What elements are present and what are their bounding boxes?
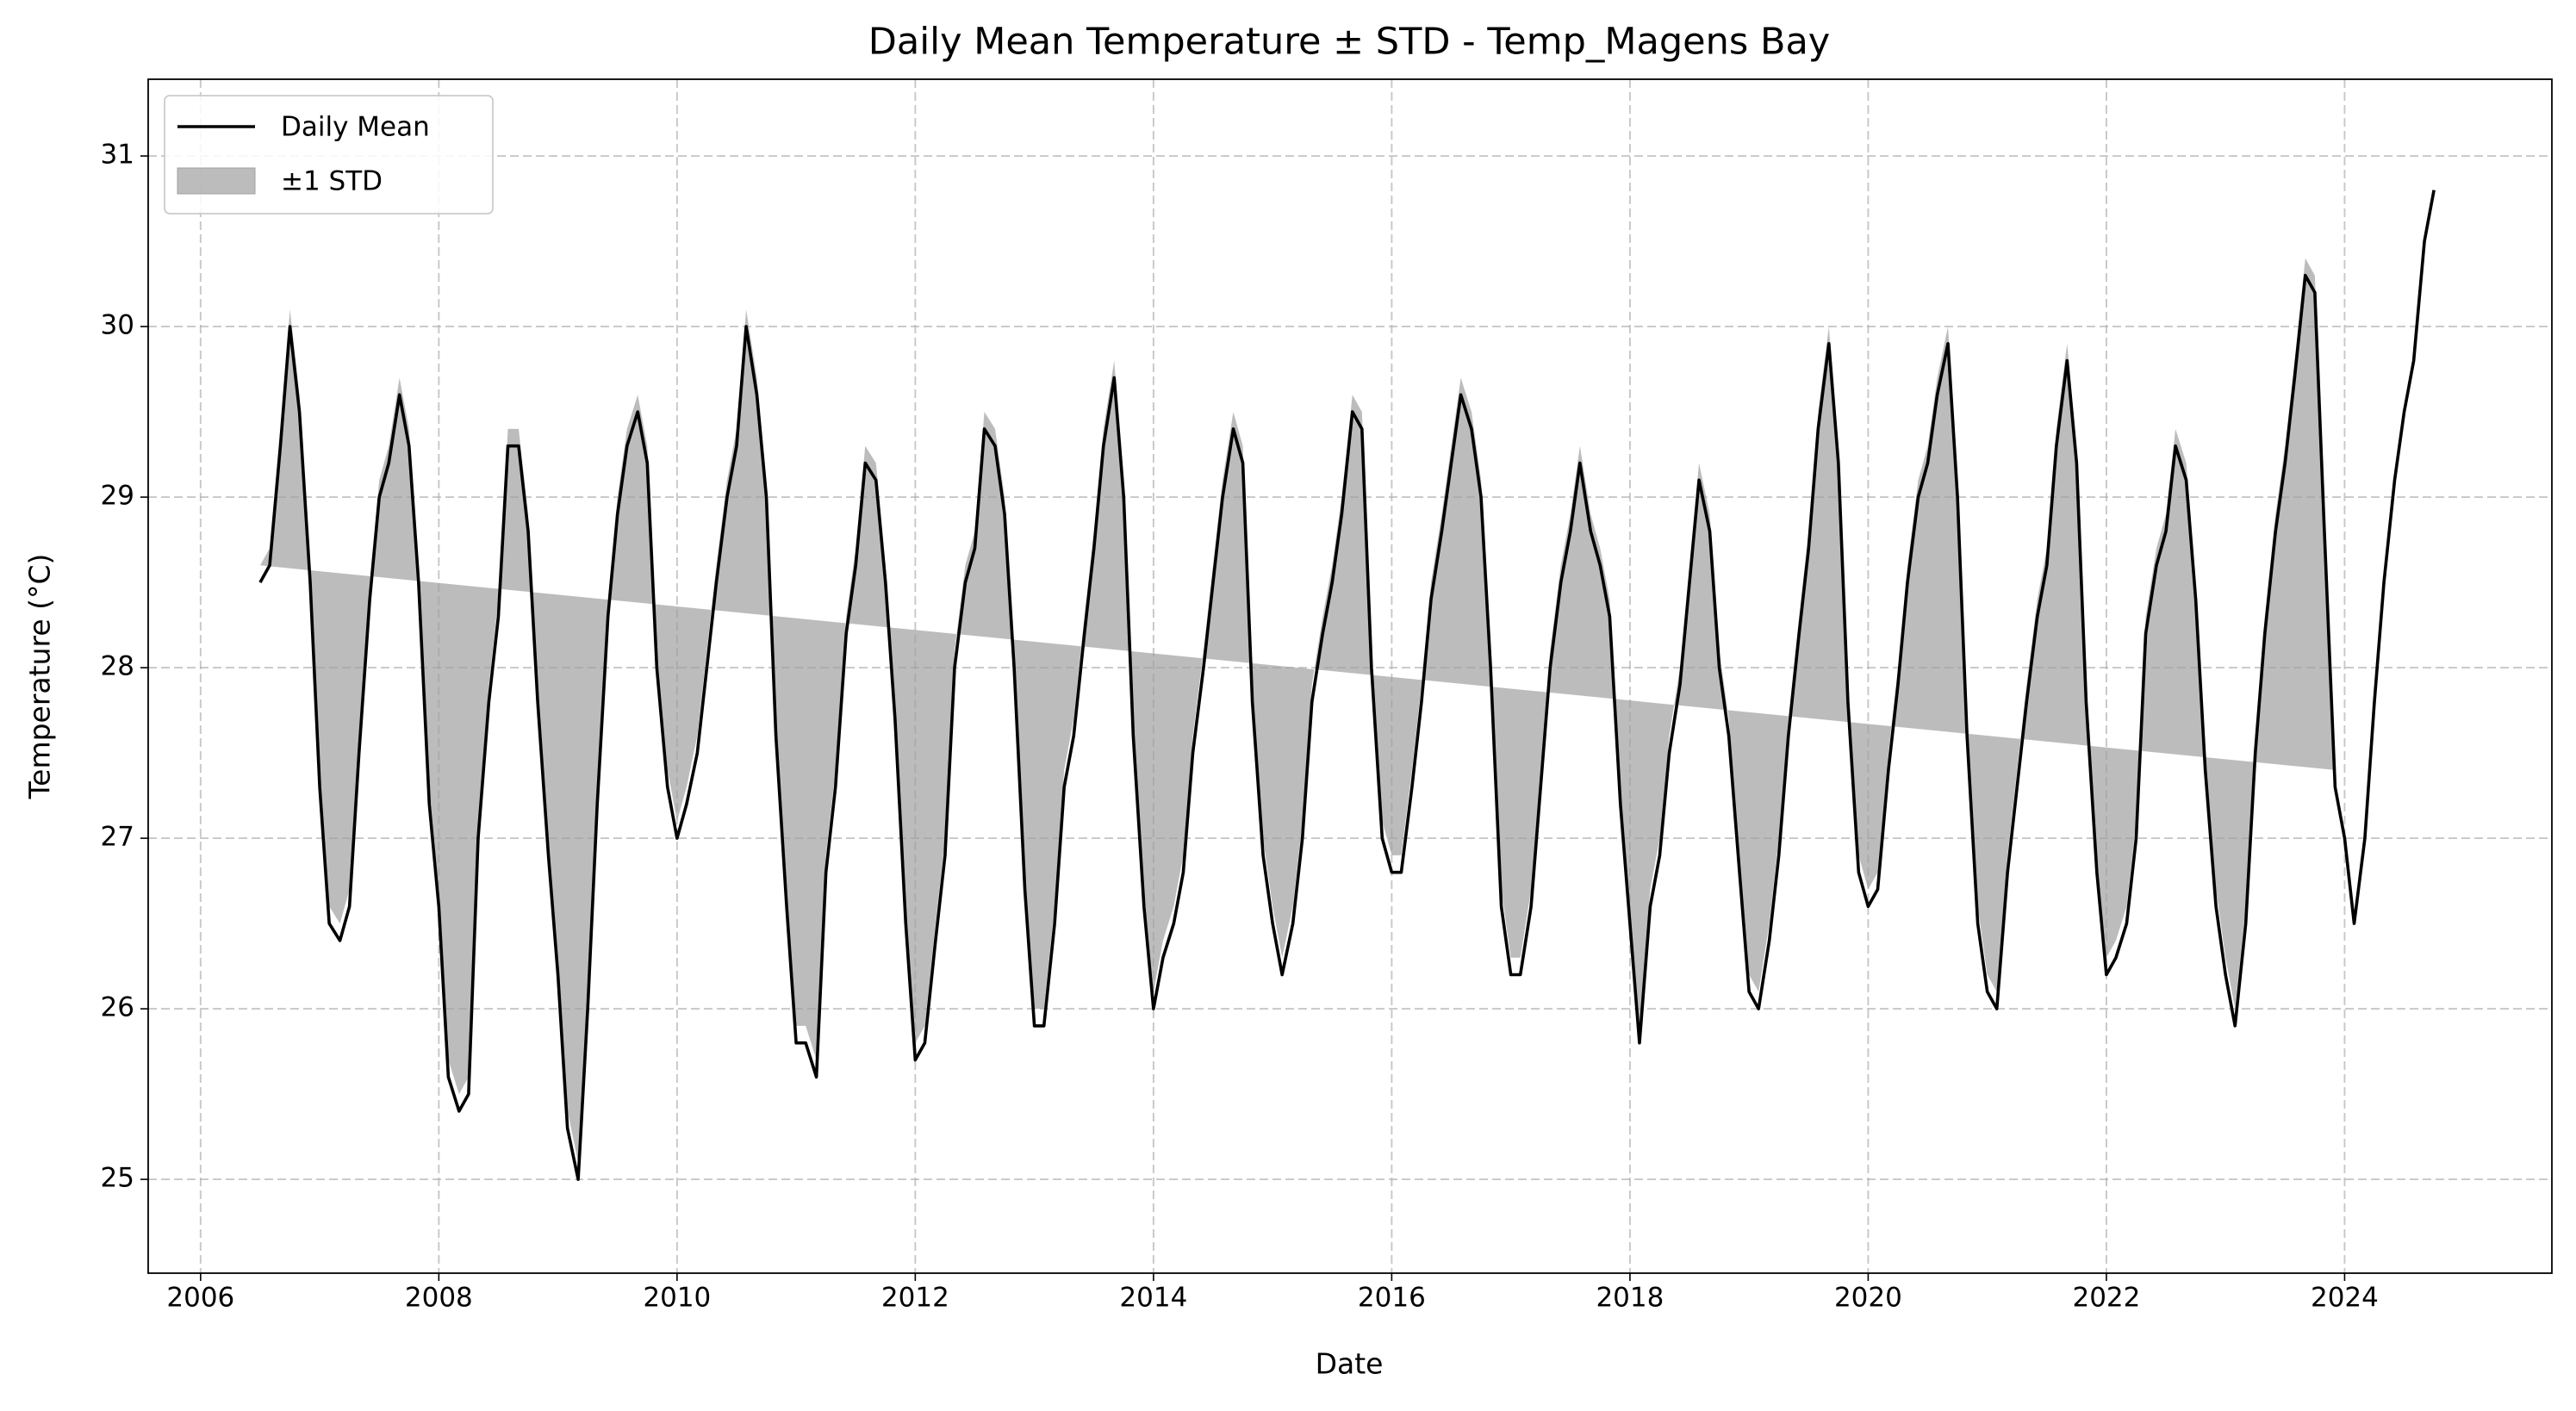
x-tick-label: 2016	[1358, 1283, 1426, 1314]
x-tick-label: 2018	[1596, 1283, 1664, 1314]
std-band	[259, 258, 2336, 1163]
x-tick-label: 2022	[2072, 1283, 2140, 1314]
y-tick-label: 28	[101, 651, 134, 682]
x-axis-label: Date	[1316, 1347, 1384, 1381]
legend-swatch	[177, 167, 256, 195]
chart-title: Daily Mean Temperature ± STD - Temp_Mage…	[868, 21, 1831, 64]
y-tick-label: 25	[101, 1163, 134, 1194]
x-tick-label: 2006	[166, 1283, 234, 1314]
y-tick-label: 29	[101, 481, 134, 512]
x-tick-label: 2014	[1119, 1283, 1187, 1314]
x-tick-label: 2024	[2311, 1283, 2379, 1314]
y-tick-label: 31	[101, 140, 134, 171]
y-tick-label: 27	[101, 822, 134, 853]
plot-frame	[147, 78, 2553, 1274]
x-tick-label: 2020	[1834, 1283, 1902, 1314]
y-tick-label: 26	[101, 992, 134, 1023]
legend-label: ±1 STD	[281, 166, 383, 197]
y-axis-label: Temperature (°C)	[23, 554, 57, 800]
x-tick-label: 2012	[881, 1283, 949, 1314]
legend-label: Daily Mean	[281, 112, 430, 143]
x-tick-label: 2010	[643, 1283, 711, 1314]
x-tick-label: 2008	[405, 1283, 473, 1314]
mean-line	[258, 190, 2436, 1181]
y-tick-label: 30	[101, 310, 134, 341]
